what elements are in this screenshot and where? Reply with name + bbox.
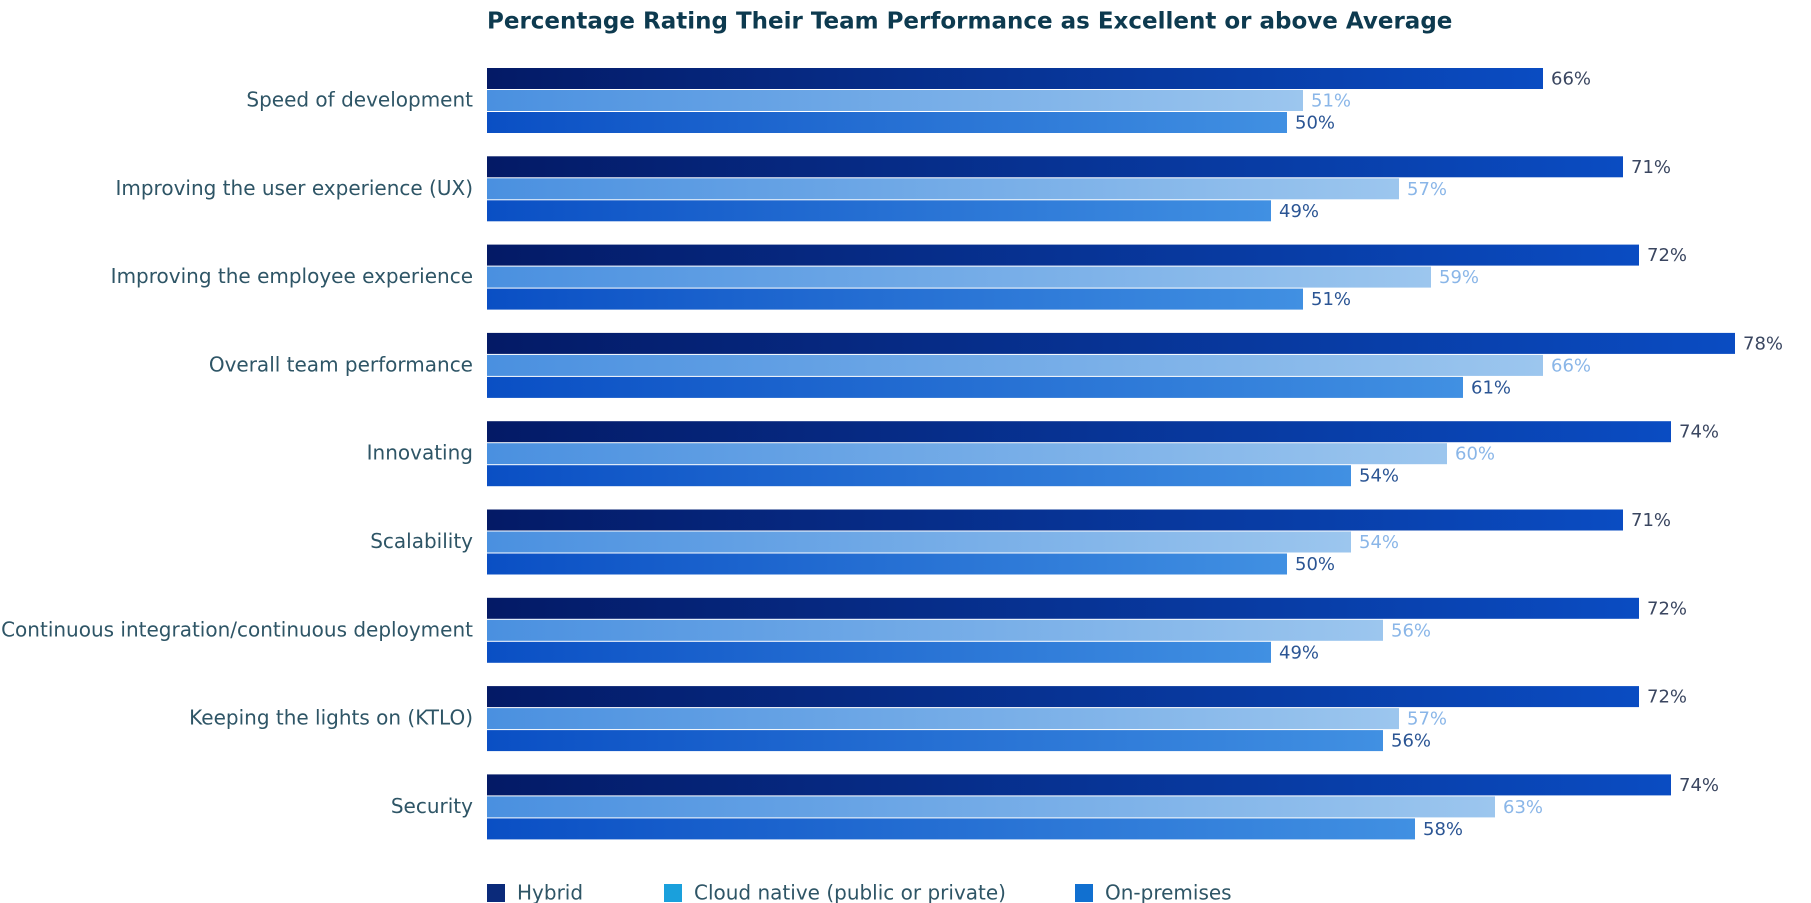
bar	[487, 200, 1271, 222]
legend-label: Hybrid	[517, 881, 583, 903]
bar	[487, 288, 1303, 310]
category-label: Improving the employee experience	[111, 264, 473, 288]
bar	[487, 619, 1383, 641]
chart-title: Percentage Rating Their Team Performance…	[487, 9, 1452, 35]
bar	[487, 597, 1639, 619]
value-label: 78%	[1743, 333, 1783, 354]
category-label: Keeping the lights on (KTLO)	[189, 706, 473, 730]
bar	[487, 443, 1447, 465]
legend-swatch	[487, 884, 505, 902]
bar	[487, 376, 1463, 398]
value-label: 50%	[1295, 554, 1335, 575]
category-label: Continuous integration/continuous deploy…	[1, 617, 473, 641]
value-label: 49%	[1279, 201, 1319, 222]
value-label: 57%	[1407, 179, 1447, 200]
category-label: Scalability	[370, 529, 473, 553]
value-label: 54%	[1359, 532, 1399, 553]
legend-swatch	[664, 884, 682, 902]
bar	[487, 68, 1543, 89]
category-label: Security	[391, 794, 473, 818]
bar	[487, 531, 1351, 553]
value-label: 60%	[1455, 444, 1495, 465]
value-label: 50%	[1295, 113, 1335, 134]
value-label: 56%	[1391, 620, 1431, 641]
legend-label: On-premises	[1105, 881, 1232, 903]
value-label: 71%	[1631, 510, 1671, 531]
value-label: 72%	[1647, 598, 1687, 619]
bar	[487, 421, 1671, 443]
value-label: 74%	[1679, 422, 1719, 443]
bar	[487, 112, 1287, 133]
bar	[487, 708, 1399, 730]
value-label: 63%	[1503, 797, 1543, 818]
value-label: 51%	[1311, 91, 1351, 112]
bar	[487, 686, 1639, 708]
bar	[487, 796, 1495, 818]
bar	[487, 266, 1431, 288]
category-label: Overall team performance	[209, 352, 473, 376]
bar	[487, 178, 1399, 200]
legend-swatch	[1075, 884, 1093, 902]
bar	[487, 244, 1639, 266]
bar	[487, 818, 1415, 840]
value-label: 74%	[1679, 775, 1719, 796]
value-label: 66%	[1551, 69, 1591, 90]
value-label: 51%	[1311, 289, 1351, 310]
category-label: Innovating	[367, 441, 473, 465]
bar	[487, 156, 1623, 178]
category-label: Speed of development	[246, 88, 473, 112]
value-label: 71%	[1631, 157, 1671, 178]
value-label: 57%	[1407, 709, 1447, 730]
value-label: 61%	[1471, 377, 1511, 398]
bar	[487, 354, 1543, 376]
legend-label: Cloud native (public or private)	[694, 881, 1006, 903]
value-label: 72%	[1647, 245, 1687, 266]
value-label: 49%	[1279, 642, 1319, 663]
value-label: 59%	[1439, 267, 1479, 288]
value-label: 72%	[1647, 687, 1687, 708]
bar	[487, 509, 1623, 531]
value-label: 56%	[1391, 731, 1431, 752]
value-label: 58%	[1423, 819, 1463, 840]
bar	[487, 641, 1271, 663]
value-label: 66%	[1551, 355, 1591, 376]
bar	[487, 730, 1383, 752]
bar	[487, 332, 1735, 354]
bar	[487, 553, 1287, 575]
category-label: Improving the user experience (UX)	[115, 176, 473, 200]
bar	[487, 465, 1351, 487]
value-label: 54%	[1359, 466, 1399, 487]
bar	[487, 90, 1303, 111]
bar	[487, 774, 1671, 796]
